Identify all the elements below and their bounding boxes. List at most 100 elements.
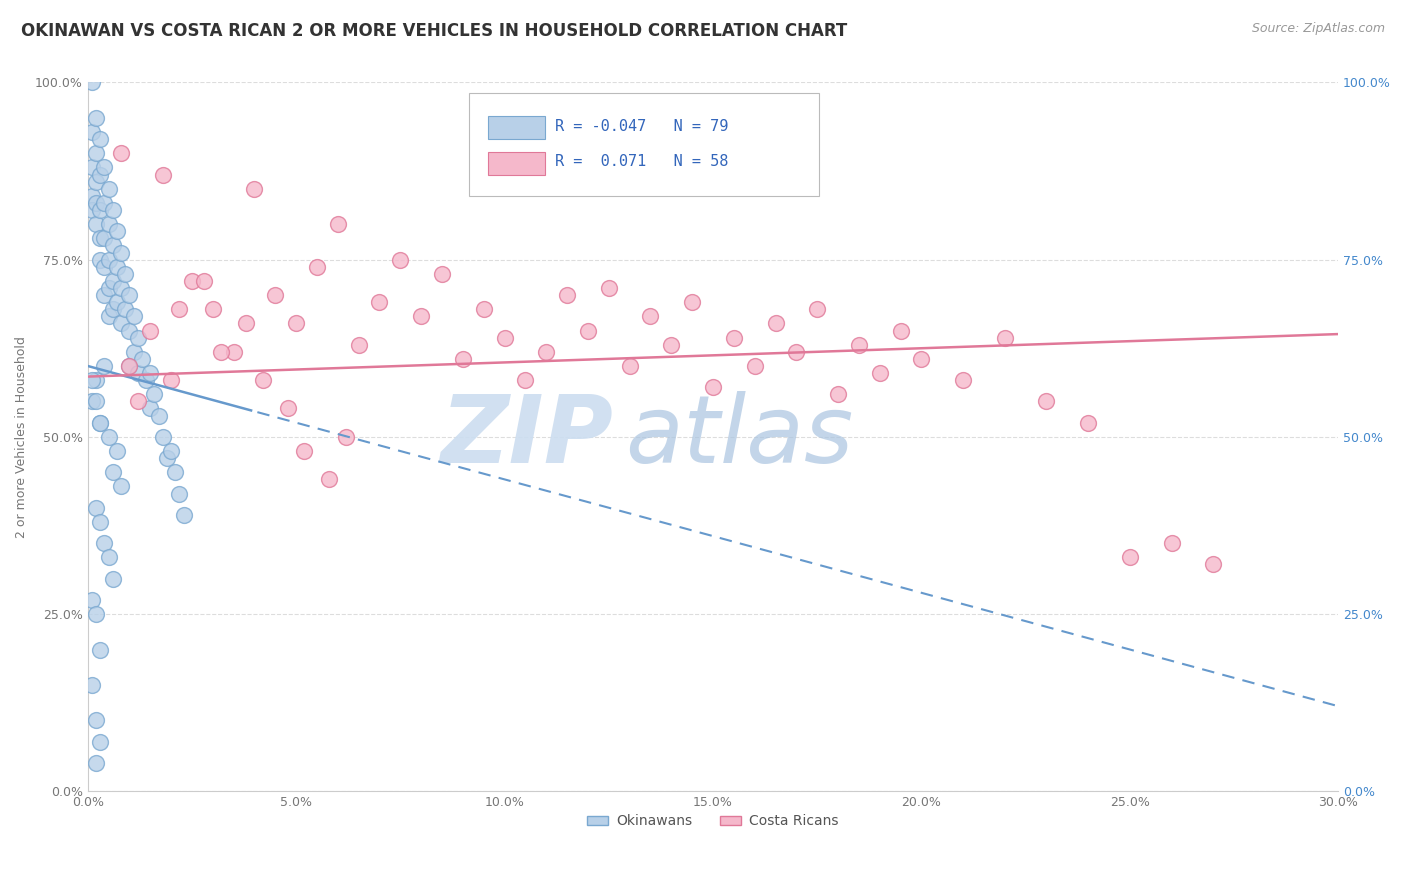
- Point: [110, 245, 132, 260]
- Point: [118, 288, 141, 302]
- Point: [89, 168, 111, 182]
- Point: [252, 373, 274, 387]
- Point: [80, 593, 103, 607]
- Point: [101, 572, 124, 586]
- Point: [127, 330, 149, 344]
- Point: [143, 387, 166, 401]
- Point: [101, 302, 124, 317]
- Point: [235, 317, 257, 331]
- Point: [160, 373, 183, 387]
- Text: Source: ZipAtlas.com: Source: ZipAtlas.com: [1251, 22, 1385, 36]
- Point: [105, 224, 128, 238]
- Point: [598, 281, 620, 295]
- Point: [93, 161, 115, 175]
- Point: [411, 310, 433, 324]
- Point: [84, 500, 107, 515]
- Point: [110, 281, 132, 295]
- Point: [152, 430, 174, 444]
- Text: ZIP: ZIP: [440, 391, 613, 483]
- Point: [89, 416, 111, 430]
- Point: [80, 161, 103, 175]
- Point: [139, 366, 162, 380]
- Point: [848, 337, 870, 351]
- Point: [1119, 550, 1142, 565]
- Point: [80, 202, 103, 217]
- Point: [243, 182, 266, 196]
- Point: [114, 267, 136, 281]
- Point: [139, 324, 162, 338]
- Point: [84, 373, 107, 387]
- Text: OKINAWAN VS COSTA RICAN 2 OR MORE VEHICLES IN HOUSEHOLD CORRELATION CHART: OKINAWAN VS COSTA RICAN 2 OR MORE VEHICL…: [21, 22, 848, 40]
- Point: [84, 175, 107, 189]
- Point: [1160, 536, 1182, 550]
- Point: [101, 465, 124, 479]
- Point: [89, 132, 111, 146]
- Point: [97, 310, 120, 324]
- Point: [97, 281, 120, 295]
- Point: [105, 444, 128, 458]
- Point: [534, 344, 557, 359]
- Point: [84, 111, 107, 125]
- Point: [765, 317, 787, 331]
- Point: [389, 252, 412, 267]
- Point: [347, 337, 370, 351]
- Point: [122, 310, 145, 324]
- Point: [659, 337, 682, 351]
- Point: [193, 274, 215, 288]
- Point: [127, 394, 149, 409]
- Point: [105, 295, 128, 310]
- Point: [165, 465, 187, 479]
- Point: [89, 416, 111, 430]
- Point: [122, 344, 145, 359]
- Point: [97, 182, 120, 196]
- Point: [93, 231, 115, 245]
- Point: [110, 146, 132, 161]
- Point: [110, 479, 132, 493]
- Point: [80, 189, 103, 203]
- Point: [173, 508, 195, 522]
- Point: [101, 274, 124, 288]
- Point: [139, 401, 162, 416]
- Point: [160, 444, 183, 458]
- Point: [131, 351, 153, 366]
- Point: [294, 444, 316, 458]
- Point: [744, 359, 766, 373]
- Point: [89, 202, 111, 217]
- Point: [785, 344, 807, 359]
- Point: [89, 515, 111, 529]
- Point: [555, 288, 578, 302]
- Point: [80, 125, 103, 139]
- Point: [89, 252, 111, 267]
- Point: [114, 302, 136, 317]
- FancyBboxPatch shape: [488, 152, 546, 175]
- Point: [515, 373, 537, 387]
- Point: [101, 238, 124, 252]
- Point: [640, 310, 662, 324]
- Point: [89, 231, 111, 245]
- Point: [1077, 416, 1099, 430]
- Point: [80, 75, 103, 89]
- Point: [910, 351, 932, 366]
- Point: [118, 324, 141, 338]
- Point: [84, 217, 107, 231]
- Point: [148, 409, 170, 423]
- Point: [118, 359, 141, 373]
- Point: [702, 380, 724, 394]
- Point: [127, 366, 149, 380]
- Point: [335, 430, 357, 444]
- Point: [952, 373, 974, 387]
- Point: [84, 196, 107, 211]
- Point: [169, 486, 191, 500]
- Point: [97, 430, 120, 444]
- Point: [318, 472, 340, 486]
- Point: [277, 401, 299, 416]
- Point: [222, 344, 245, 359]
- Point: [97, 252, 120, 267]
- Point: [576, 324, 599, 338]
- Point: [681, 295, 703, 310]
- Point: [84, 756, 107, 770]
- Point: [201, 302, 224, 317]
- Point: [1035, 394, 1057, 409]
- Point: [430, 267, 453, 281]
- Point: [305, 260, 328, 274]
